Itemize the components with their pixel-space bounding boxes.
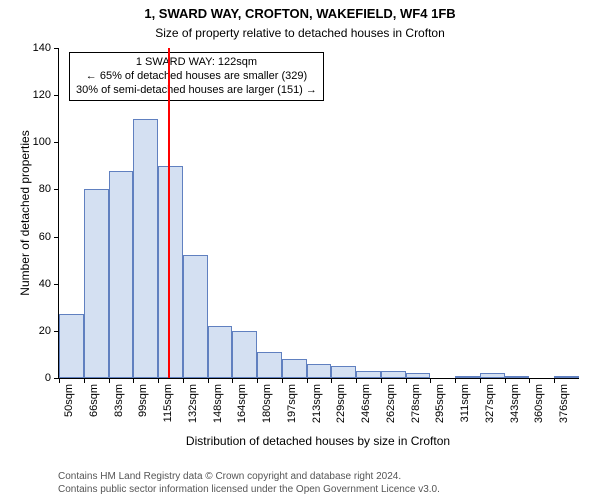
histogram-bar (158, 166, 183, 378)
x-tick-label: 278sqm (410, 384, 422, 423)
x-tick (480, 378, 481, 383)
x-tick-label: 66sqm (88, 384, 100, 417)
y-tick-label: 20 (39, 325, 51, 337)
x-tick-label: 180sqm (261, 384, 273, 423)
plot-area: 1 SWARD WAY: 122sqm ← 65% of detached ho… (58, 48, 579, 379)
x-tick (430, 378, 431, 383)
x-tick-label: 83sqm (113, 384, 125, 417)
chart-title: 1, SWARD WAY, CROFTON, WAKEFIELD, WF4 1F… (0, 6, 600, 21)
x-tick-label: 229sqm (335, 384, 347, 423)
x-tick-label: 327sqm (484, 384, 496, 423)
x-tick-label: 197sqm (286, 384, 298, 423)
x-tick (232, 378, 233, 383)
x-tick (307, 378, 308, 383)
footer-line: Contains public sector information licen… (58, 483, 440, 496)
y-tick-label: 120 (33, 89, 51, 101)
x-tick-label: 50sqm (63, 384, 75, 417)
y-tick-label: 140 (33, 42, 51, 54)
y-tick (54, 284, 59, 285)
x-tick (59, 378, 60, 383)
y-tick-label: 40 (39, 278, 51, 290)
x-tick (208, 378, 209, 383)
annotation-line: 1 SWARD WAY: 122sqm (76, 56, 317, 70)
x-tick (158, 378, 159, 383)
histogram-bar (208, 326, 233, 378)
x-tick-label: 360sqm (533, 384, 545, 423)
y-tick-label: 60 (39, 231, 51, 243)
x-tick (257, 378, 258, 383)
x-tick-label: 311sqm (459, 384, 471, 422)
x-tick (133, 378, 134, 383)
histogram-bar (257, 352, 282, 378)
histogram-bar (59, 314, 84, 378)
x-tick (183, 378, 184, 383)
y-tick (54, 142, 59, 143)
x-tick-label: 148sqm (212, 384, 224, 423)
histogram-bar (133, 119, 158, 378)
footer-attribution: Contains HM Land Registry data © Crown c… (58, 470, 440, 496)
annotation-box: 1 SWARD WAY: 122sqm ← 65% of detached ho… (69, 52, 324, 101)
histogram-bar (406, 373, 431, 378)
x-tick (381, 378, 382, 383)
x-tick (406, 378, 407, 383)
x-tick (331, 378, 332, 383)
x-tick (282, 378, 283, 383)
histogram-bar (356, 371, 381, 378)
x-tick-label: 343sqm (509, 384, 521, 423)
reference-line (168, 48, 170, 378)
x-tick (455, 378, 456, 383)
annotation-line: 30% of semi-detached houses are larger (… (76, 84, 317, 98)
x-tick-label: 376sqm (558, 384, 570, 423)
x-tick-label: 295sqm (434, 384, 446, 423)
x-tick-label: 99sqm (137, 384, 149, 417)
x-tick (529, 378, 530, 383)
x-tick-label: 262sqm (385, 384, 397, 423)
histogram-bar (331, 366, 356, 378)
x-tick (505, 378, 506, 383)
y-tick (54, 189, 59, 190)
y-tick (54, 95, 59, 96)
chart-subtitle: Size of property relative to detached ho… (0, 26, 600, 40)
x-tick-label: 213sqm (311, 384, 323, 423)
chart-container: 1, SWARD WAY, CROFTON, WAKEFIELD, WF4 1F… (0, 0, 600, 500)
histogram-bar (505, 376, 530, 378)
x-tick (356, 378, 357, 383)
x-tick-label: 115sqm (162, 384, 174, 422)
histogram-bar (84, 189, 109, 378)
x-tick (84, 378, 85, 383)
y-tick (54, 237, 59, 238)
histogram-bar (232, 331, 257, 378)
y-tick-label: 80 (39, 183, 51, 195)
histogram-bar (307, 364, 332, 378)
histogram-bar (183, 255, 208, 378)
x-tick (554, 378, 555, 383)
y-tick-label: 0 (45, 372, 51, 384)
histogram-bar (381, 371, 406, 378)
footer-line: Contains HM Land Registry data © Crown c… (58, 470, 440, 483)
x-axis-label: Distribution of detached houses by size … (58, 434, 578, 448)
y-tick-label: 100 (33, 136, 51, 148)
histogram-bar (282, 359, 307, 378)
x-tick-label: 132sqm (187, 384, 199, 423)
histogram-bar (109, 171, 134, 378)
x-tick (109, 378, 110, 383)
annotation-line: ← 65% of detached houses are smaller (32… (76, 70, 317, 84)
x-tick-label: 164sqm (236, 384, 248, 423)
y-axis-label: Number of detached properties (18, 48, 32, 378)
histogram-bar (480, 373, 505, 378)
x-tick-label: 246sqm (360, 384, 372, 423)
histogram-bar (455, 376, 480, 378)
y-tick (54, 48, 59, 49)
histogram-bar (554, 376, 579, 378)
